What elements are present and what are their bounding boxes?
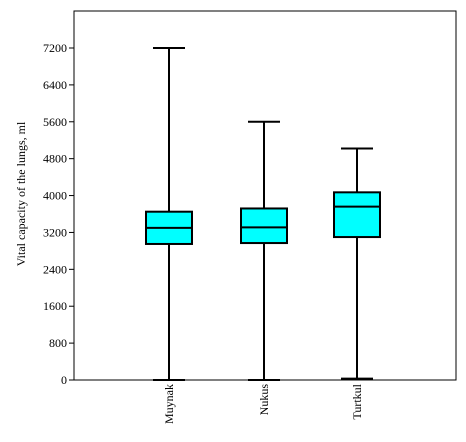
y-tick-label: 1600	[43, 299, 67, 313]
x-category-label: Turtkul	[350, 383, 364, 419]
interquartile-box	[240, 207, 288, 245]
y-tick-label: 4000	[43, 189, 67, 203]
y-axis-title: Vital capacity of the lungs, ml	[14, 121, 28, 266]
y-tick-label: 7200	[43, 41, 67, 55]
x-category-label: Muynak	[162, 384, 176, 424]
box-series	[145, 47, 381, 381]
x-axis-labels: Muynak Nukus Turtkul	[162, 383, 364, 424]
y-tick-label: 4800	[43, 152, 67, 166]
box-muynak	[145, 47, 193, 381]
interquartile-box	[333, 191, 381, 239]
y-tick-label: 0	[61, 373, 67, 387]
x-category-label: Nukus	[257, 384, 271, 416]
box-nukus	[240, 120, 288, 381]
y-axis-ticks: 0 800 1600 2400 3200 4000 4800 5600 6400 7200	[43, 41, 74, 387]
box-turtkul	[333, 147, 381, 380]
y-tick-label: 6400	[43, 78, 67, 92]
y-tick-label: 2400	[43, 262, 67, 276]
y-tick-label: 800	[49, 336, 67, 350]
y-tick-label: 5600	[43, 115, 67, 129]
y-tick-label: 3200	[43, 225, 67, 239]
